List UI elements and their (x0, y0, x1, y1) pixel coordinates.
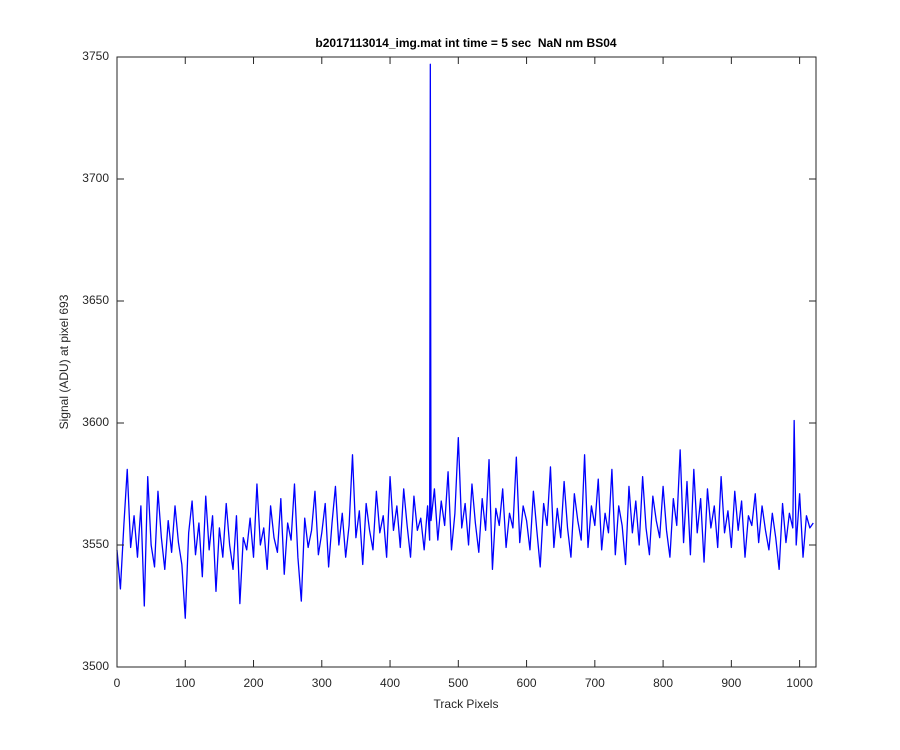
x-tick-label: 700 (585, 676, 605, 690)
chart-title: b2017113014_img.mat int time = 5 sec NaN… (315, 36, 616, 50)
x-axis-label: Track Pixels (434, 697, 499, 711)
y-tick-label: 3550 (82, 537, 109, 551)
y-tick-label: 3750 (82, 49, 109, 63)
y-tick-label: 3600 (82, 415, 109, 429)
data-line (116, 63, 814, 619)
axes-box (116, 56, 817, 668)
x-tick-label: 1000 (786, 676, 813, 690)
y-axis-label: Signal (ADU) at pixel 693 (57, 294, 71, 429)
x-tick-label: 500 (448, 676, 468, 690)
x-tick-label: 200 (244, 676, 264, 690)
x-tick-label: 800 (653, 676, 673, 690)
x-tick-label: 0 (114, 676, 121, 690)
y-tick-label: 3700 (82, 171, 109, 185)
x-tick-label: 100 (175, 676, 195, 690)
y-tick-label: 3650 (82, 293, 109, 307)
y-tick-label: 3500 (82, 659, 109, 673)
x-tick-label: 400 (380, 676, 400, 690)
x-tick-label: 600 (517, 676, 537, 690)
x-tick-label: 300 (312, 676, 332, 690)
x-tick-label: 900 (721, 676, 741, 690)
